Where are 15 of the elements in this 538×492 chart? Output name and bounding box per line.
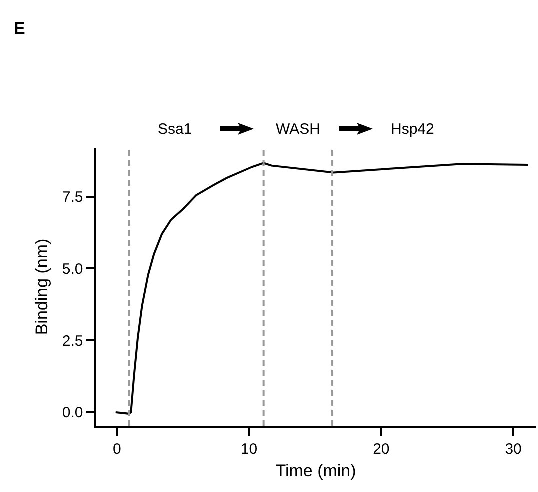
- text: E: [14, 19, 26, 38]
- y-tick-label: 2.5: [62, 332, 84, 350]
- y-axis-title: Binding (nm): [32, 238, 52, 336]
- x-tick-label: 30: [505, 440, 522, 458]
- y-tick-label: 5.0: [62, 260, 84, 278]
- line-series: [114, 162, 530, 415]
- y-tick-label: 7.5: [62, 189, 84, 206]
- x-tick-label: 0: [112, 440, 122, 458]
- x-tick-label: 20: [373, 440, 390, 458]
- x-axis-title: Time (min): [276, 462, 356, 481]
- x-tick-label: 10: [240, 440, 258, 458]
- text: Ssa1: [158, 121, 192, 138]
- y-tick-label: 0.0: [62, 404, 84, 422]
- text: WASH: [276, 121, 320, 138]
- text: Hsp42: [391, 121, 434, 138]
